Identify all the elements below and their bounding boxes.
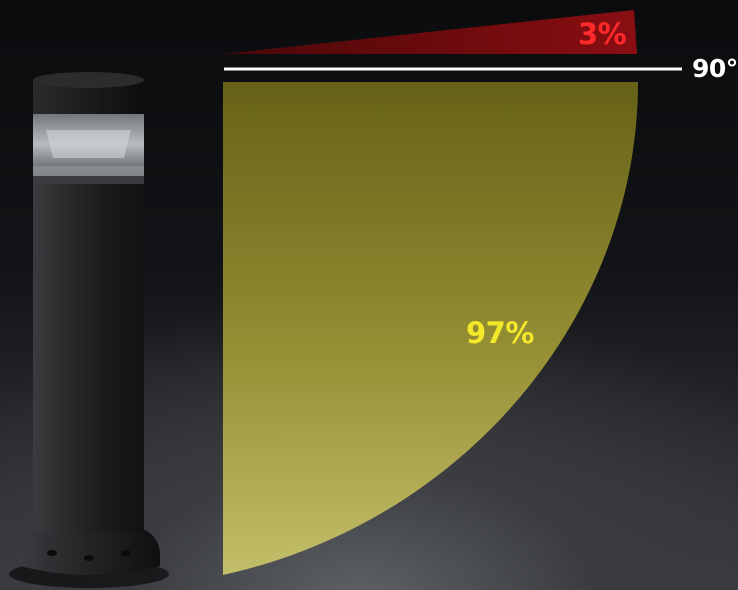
upward-percent-label: 3% xyxy=(578,17,627,51)
downward-percent-label: 97% xyxy=(466,316,534,350)
downward-light-sector xyxy=(223,82,638,575)
horizon-angle-label: 90° xyxy=(692,54,738,83)
upward-light-wedge xyxy=(223,10,637,54)
bollard-light-icon xyxy=(9,72,169,588)
